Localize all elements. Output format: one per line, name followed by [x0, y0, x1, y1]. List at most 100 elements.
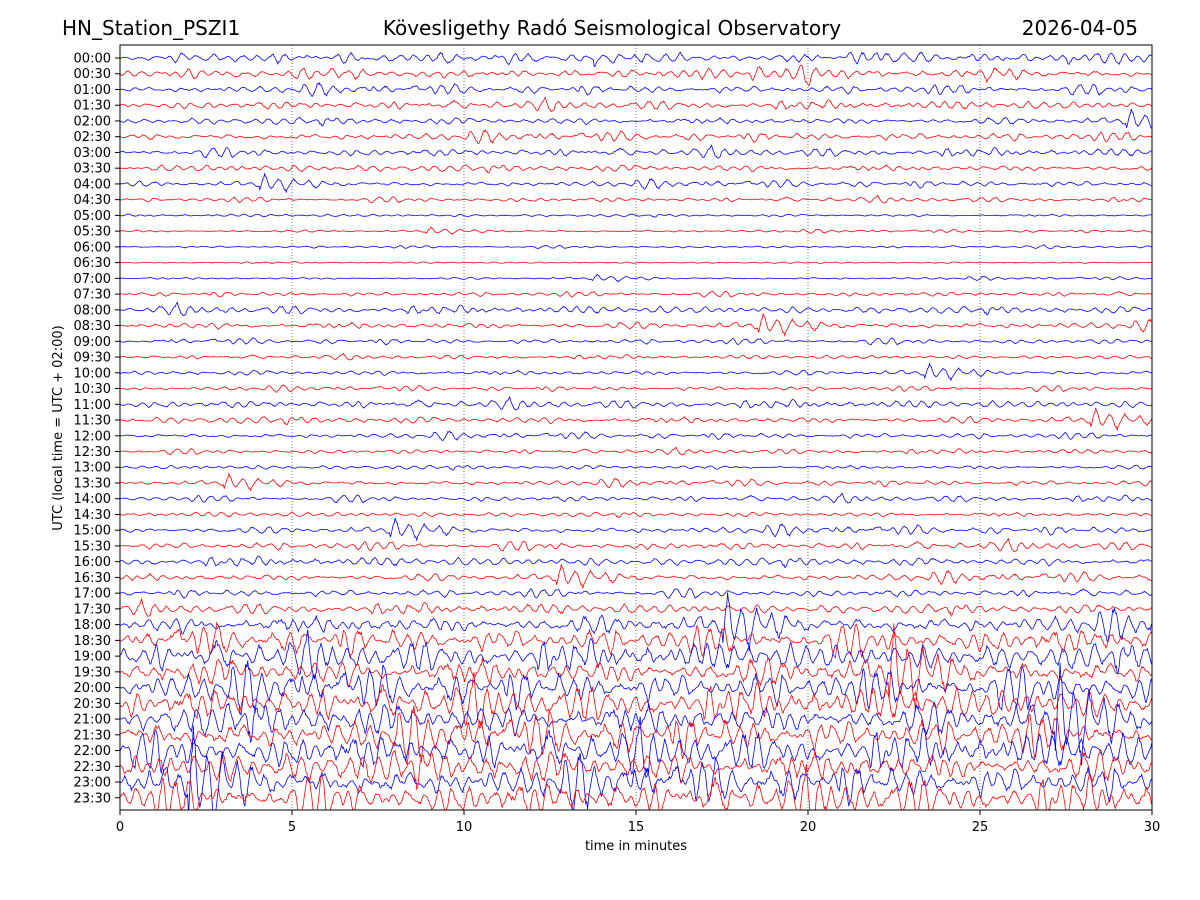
- y-tick-label: 12:30: [74, 445, 111, 460]
- y-tick-label: 18:30: [74, 634, 111, 649]
- y-axis-label: UTC (local time = UTC + 02:00): [51, 325, 66, 530]
- trace-2030: [120, 671, 1152, 730]
- trace-2230: [120, 748, 1152, 791]
- trace-0600: [120, 244, 1152, 250]
- y-tick-label: 02:00: [74, 114, 111, 129]
- y-tick-label: 18:00: [74, 618, 111, 633]
- x-tick-label: 25: [972, 820, 989, 835]
- y-axis: 00:0000:3001:0001:3002:0002:3003:0003:30…: [74, 52, 120, 806]
- trace-0430: [120, 194, 1152, 204]
- trace-2100: [120, 662, 1152, 766]
- trace-1530: [120, 537, 1152, 553]
- station-title: HN_Station_PSZI1: [62, 16, 240, 40]
- y-tick-label: 08:00: [74, 303, 111, 318]
- trace-1800: [120, 592, 1152, 652]
- trace-1330: [120, 472, 1152, 492]
- y-tick-label: 23:30: [74, 791, 111, 806]
- trace-1230: [120, 446, 1152, 456]
- y-tick-label: 07:30: [74, 288, 111, 303]
- y-tick-label: 00:00: [74, 52, 111, 67]
- trace-0500: [120, 213, 1152, 218]
- trace-1430: [120, 511, 1152, 519]
- trace-1200: [120, 430, 1152, 441]
- y-tick-label: 02:30: [74, 130, 111, 145]
- trace-0200: [120, 108, 1152, 129]
- trace-1630: [120, 564, 1152, 589]
- y-tick-label: 06:00: [74, 240, 111, 255]
- trace-0130: [120, 96, 1152, 112]
- trace-0630: [120, 261, 1152, 265]
- y-tick-label: 16:00: [74, 555, 111, 570]
- y-tick-label: 06:30: [74, 256, 111, 271]
- trace-0730: [120, 290, 1152, 298]
- y-tick-label: 09:00: [74, 335, 111, 350]
- y-tick-label: 22:30: [74, 760, 111, 775]
- y-tick-label: 10:30: [74, 382, 111, 397]
- trace-1130: [120, 407, 1152, 432]
- y-tick-label: 13:00: [74, 461, 111, 476]
- trace-1400: [120, 492, 1152, 504]
- y-tick-label: 05:00: [74, 209, 111, 224]
- y-tick-label: 19:00: [74, 650, 111, 665]
- y-tick-label: 20:30: [74, 697, 111, 712]
- trace-1000: [120, 362, 1152, 382]
- trace-1930: [120, 623, 1152, 712]
- trace-1700: [120, 587, 1152, 600]
- trace-0300: [120, 144, 1152, 159]
- trace-2000: [120, 660, 1152, 716]
- trace-1730: [120, 597, 1152, 617]
- y-tick-label: 17:30: [74, 602, 111, 617]
- trace-2200: [120, 716, 1152, 779]
- y-tick-label: 20:00: [74, 681, 111, 696]
- y-tick-label: 17:00: [74, 587, 111, 602]
- trace-0930: [120, 352, 1152, 361]
- x-tick-label: 15: [628, 820, 645, 835]
- y-tick-label: 21:00: [74, 713, 111, 728]
- y-tick-label: 12:00: [74, 429, 111, 444]
- y-tick-label: 15:00: [74, 524, 111, 539]
- trace-1030: [120, 384, 1152, 393]
- trace-0030: [120, 64, 1152, 87]
- trace-0330: [120, 163, 1152, 174]
- trace-0230: [120, 129, 1152, 145]
- y-tick-label: 16:30: [74, 571, 111, 586]
- x-tick-label: 5: [288, 820, 296, 835]
- y-tick-label: 11:30: [74, 414, 111, 429]
- trace-2330: [120, 763, 1152, 810]
- trace-0800: [120, 301, 1152, 317]
- y-tick-label: 09:30: [74, 351, 111, 366]
- traces: [120, 51, 1152, 810]
- y-tick-label: 04:30: [74, 193, 111, 208]
- y-tick-label: 03:00: [74, 146, 111, 161]
- trace-0000: [120, 51, 1152, 68]
- y-tick-label: 14:30: [74, 508, 111, 523]
- trace-0900: [120, 337, 1152, 346]
- x-axis: 0 5 10 15 20 25 30: [116, 810, 1160, 835]
- trace-1500: [120, 517, 1152, 542]
- trace-1600: [120, 555, 1152, 568]
- y-tick-label: 21:30: [74, 728, 111, 743]
- y-tick-label: 03:30: [74, 162, 111, 177]
- y-tick-label: 07:00: [74, 272, 111, 287]
- trace-0530: [120, 226, 1152, 236]
- y-tick-label: 22:00: [74, 744, 111, 759]
- trace-0830: [120, 313, 1152, 338]
- trace-1300: [120, 464, 1152, 471]
- y-tick-label: 08:30: [74, 319, 111, 334]
- date-title: 2026-04-05: [1022, 16, 1138, 40]
- y-tick-label: 11:00: [74, 398, 111, 413]
- y-tick-label: 10:00: [74, 366, 111, 381]
- trace-0100: [120, 81, 1152, 97]
- trace-1900: [120, 629, 1152, 678]
- chart-title: Kövesligethy Radó Seismological Observat…: [383, 16, 841, 40]
- grid-lines: [291, 45, 981, 810]
- y-tick-label: 14:00: [74, 492, 111, 507]
- y-tick-label: 01:00: [74, 83, 111, 98]
- x-tick-label: 20: [800, 820, 817, 835]
- trace-1100: [120, 395, 1152, 411]
- y-tick-label: 13:30: [74, 476, 111, 491]
- x-axis-label: time in minutes: [585, 839, 687, 854]
- trace-1830: [120, 621, 1152, 660]
- y-tick-label: 01:30: [74, 99, 111, 114]
